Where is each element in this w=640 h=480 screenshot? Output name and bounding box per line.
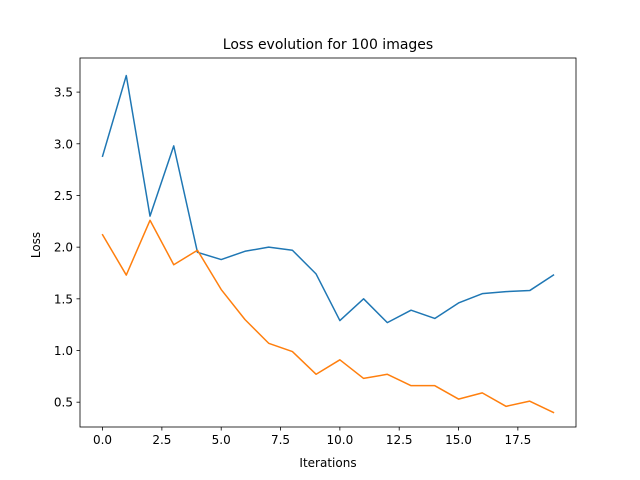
plot-background: [80, 58, 576, 427]
x-tick-label: 0.0: [93, 433, 112, 447]
x-axis-label: Iterations: [299, 456, 356, 470]
y-tick-label: 2.5: [54, 189, 73, 203]
x-tick-label: 17.5: [504, 433, 531, 447]
x-tick-label: 5.0: [212, 433, 231, 447]
axes-layer: 0.0 2.5 5.0 7.5 10.0 12.5 15.0 17.5 0.5 1.0 1.5 2.0…: [54, 57, 577, 447]
plot-area: [80, 58, 576, 427]
series-line-1: [101, 74, 555, 324]
y-tick-label: 2.0: [54, 241, 73, 255]
x-tick-label: 10.0: [327, 433, 354, 447]
x-tick-label: 7.5: [271, 433, 290, 447]
y-tick-label: 1.0: [54, 344, 73, 358]
x-tick-label: 15.0: [445, 433, 472, 447]
plot-frame: [79, 57, 577, 428]
x-tick-label: 2.5: [152, 433, 171, 447]
y-tick-label: 1.5: [54, 292, 73, 306]
y-axis-label: Loss: [29, 232, 43, 258]
y-tick-label: 3.5: [54, 86, 73, 100]
chart-title: Loss evolution for 100 images: [223, 37, 433, 53]
x-tick-label: 12.5: [386, 433, 413, 447]
y-tick-label: 0.5: [54, 396, 73, 410]
series-layer: [101, 74, 555, 414]
series-line-2: [101, 219, 555, 414]
y-tick-label: 3.0: [54, 137, 73, 151]
